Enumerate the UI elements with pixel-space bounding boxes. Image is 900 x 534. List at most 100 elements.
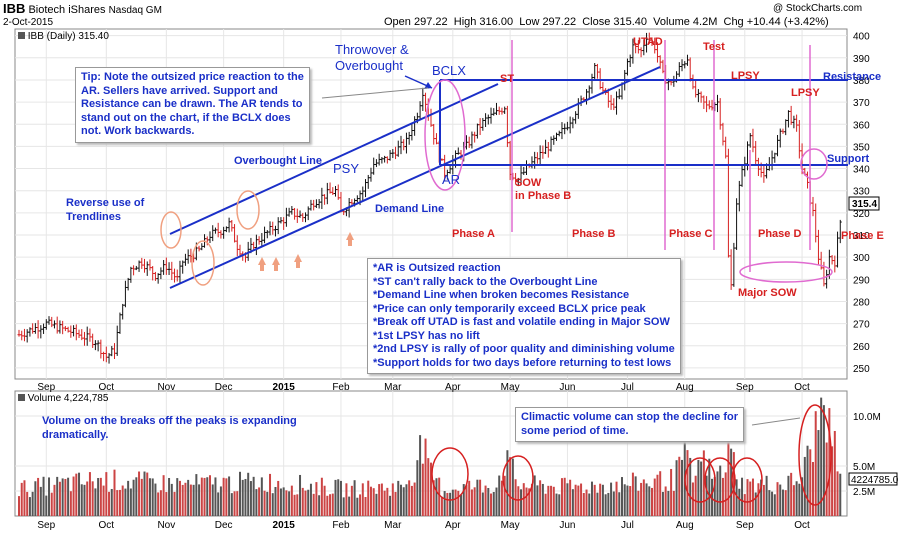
volume-bar xyxy=(473,487,476,516)
volume-bar xyxy=(97,478,100,516)
anno-trendlines: Trendlines xyxy=(66,211,121,223)
volume-bar xyxy=(353,480,356,516)
volume-bar xyxy=(776,482,779,516)
volume-bar xyxy=(590,481,593,516)
volume-bar xyxy=(285,490,288,516)
volume-bar xyxy=(233,491,236,516)
volume-bar xyxy=(803,456,806,516)
volume-bar xyxy=(230,493,233,516)
volume-bar xyxy=(318,495,321,516)
volume-bar xyxy=(192,484,195,516)
date-tick-label: Jun xyxy=(559,520,575,531)
volume-bar xyxy=(282,487,285,516)
date-tick-label: Nov xyxy=(157,520,175,531)
volume-bar xyxy=(664,486,667,516)
volume-bar xyxy=(78,472,81,516)
volume-bar xyxy=(88,472,91,516)
date-tick-label: Mar xyxy=(384,382,402,393)
volume-bar xyxy=(560,478,563,516)
volume-bar xyxy=(697,459,700,516)
volume-bar xyxy=(211,484,214,516)
volume-bar xyxy=(290,485,293,516)
vol-ellipse-5 xyxy=(731,457,763,503)
anno-phase-d: Phase D xyxy=(758,228,801,240)
vol-ellipse-1 xyxy=(431,447,469,501)
volume-bar xyxy=(558,494,561,516)
volume-bar xyxy=(741,477,744,516)
volume-bar xyxy=(809,449,812,516)
date-tick-label: Feb xyxy=(332,382,350,393)
anno-test: Test xyxy=(703,41,725,53)
volume-bar xyxy=(446,492,449,516)
volume-bar xyxy=(822,405,825,516)
volume-bar xyxy=(135,477,138,516)
volume-bar xyxy=(607,492,610,516)
price-tick-label: 390 xyxy=(853,54,870,65)
volume-bar xyxy=(514,479,517,516)
volume-bar xyxy=(45,495,48,516)
volume-bar xyxy=(334,479,337,516)
volume-bar xyxy=(18,496,20,516)
volume-bar xyxy=(678,456,681,516)
volume-bar xyxy=(784,490,787,516)
volume-bar xyxy=(536,485,539,516)
volume-bar xyxy=(132,479,135,516)
volume-bar xyxy=(140,478,143,516)
volume-bar xyxy=(836,471,839,516)
volume-bar xyxy=(465,484,468,516)
price-tick-label: 350 xyxy=(853,142,870,153)
volume-bar xyxy=(440,496,443,516)
volume-bar xyxy=(42,476,45,516)
last-volume-tag xyxy=(848,472,898,486)
volume-bar xyxy=(432,480,435,516)
volume-bar xyxy=(301,487,304,516)
volume-bar xyxy=(760,479,763,516)
volume-bar xyxy=(580,483,583,516)
header-symbol-line: IBB Biotech iShares Nasdaq GM xyxy=(3,1,162,16)
volume-bar xyxy=(219,486,222,516)
date-tick-label: Jul xyxy=(621,520,634,531)
volume-bar xyxy=(612,491,615,516)
volume-bar xyxy=(121,485,124,516)
anno-bclx: BCLX xyxy=(432,63,466,78)
volume-bar xyxy=(187,479,190,516)
volume-bar xyxy=(359,494,362,516)
date-tick-label: Feb xyxy=(332,520,350,531)
price-tick-label: 330 xyxy=(853,187,870,198)
price-tick-label: 380 xyxy=(853,76,870,87)
volume-bar xyxy=(94,488,97,516)
volume-bar xyxy=(689,457,692,516)
volume-bar xyxy=(801,477,804,516)
volume-bar xyxy=(323,485,326,516)
volume-bar xyxy=(249,481,252,516)
volume-tick-label: 5.0M xyxy=(853,462,875,473)
volume-bar xyxy=(236,491,239,516)
volume-bar xyxy=(735,479,738,516)
volume-bar xyxy=(479,479,482,516)
volume-bar xyxy=(58,481,61,516)
price-tick-label: 290 xyxy=(853,275,870,286)
volume-bar xyxy=(708,458,711,516)
date-tick-label: Oct xyxy=(794,520,810,531)
volume-bar xyxy=(67,477,70,516)
volume-bar xyxy=(713,476,716,516)
date-axis: Sep Sep Oct Oct Nov Nov Dec Dec 2015 2015 Feb Feb Ma… xyxy=(37,382,810,531)
volume-bar xyxy=(640,482,643,516)
volume-swatch-icon xyxy=(18,394,25,401)
volume-bar xyxy=(530,483,533,516)
anno-lpsy-2: LPSY xyxy=(791,87,820,99)
volume-bar xyxy=(517,486,520,516)
anno-throwover: Throwover & xyxy=(335,42,409,57)
last-price-tag xyxy=(848,196,880,211)
volume-bar xyxy=(320,477,323,516)
volume-bar xyxy=(484,485,487,516)
volume-bar xyxy=(178,480,181,516)
date-tick-label: Aug xyxy=(676,520,694,531)
volume-bar xyxy=(299,474,302,516)
volume-bar xyxy=(99,477,102,516)
price-tick-label: 250 xyxy=(853,364,870,375)
trend-touch-1 xyxy=(160,211,182,249)
volume-bar xyxy=(511,458,514,516)
volume-bar xyxy=(28,497,31,516)
volume-bar xyxy=(198,484,201,516)
